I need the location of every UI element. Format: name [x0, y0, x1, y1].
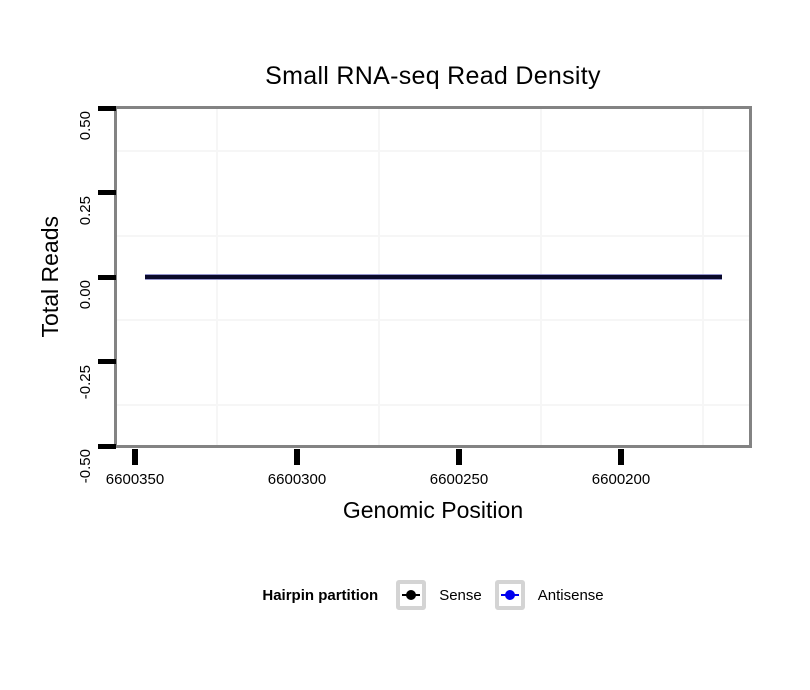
legend-key-dot	[504, 590, 515, 600]
sense-line-point-icon	[396, 580, 427, 610]
antisense-line-point-icon	[494, 580, 525, 610]
y-tick-label: 0.00	[77, 280, 94, 310]
x-tick-mark	[294, 449, 300, 465]
legend-item-sense: Sense	[396, 580, 482, 610]
y-tick-mark	[98, 443, 116, 449]
minor-gridline-horizontal	[117, 150, 749, 152]
y-tick-label: 0.50	[77, 111, 94, 141]
read-density-zero-line	[145, 274, 722, 280]
y-tick-mark	[98, 105, 116, 111]
x-tick-mark	[456, 449, 462, 465]
y-tick-label: -0.25	[77, 364, 94, 399]
legend-item-label: Antisense	[537, 586, 604, 604]
chart-title: Small RNA-seq Read Density	[265, 62, 601, 90]
x-tick-label: 6600300	[267, 471, 327, 488]
legend-key-dot	[406, 590, 417, 600]
x-tick-mark	[618, 449, 624, 465]
y-axis-title-wrap: Total Reads	[36, 108, 64, 446]
minor-gridline-horizontal	[117, 403, 749, 406]
y-tick-label: 0.25	[77, 195, 94, 225]
minor-gridline-horizontal	[117, 319, 749, 321]
legend-title: Hairpin partition	[262, 586, 379, 604]
x-tick-label: 6600250	[429, 471, 489, 488]
x-tick-mark	[132, 449, 138, 465]
legend-item-antisense: Antisense	[494, 580, 604, 610]
x-axis-title: Genomic Position	[342, 497, 524, 523]
y-tick-mark	[98, 359, 116, 364]
x-tick-label: 6600350	[105, 471, 165, 488]
legend-item-label: Sense	[439, 586, 482, 604]
y-tick-mark	[98, 274, 116, 280]
y-axis-title: Total Reads	[36, 216, 63, 338]
legend: Hairpin partition Sense Antisense	[114, 578, 752, 612]
y-tick-mark	[98, 190, 116, 195]
legend-items: Sense Antisense	[396, 580, 604, 610]
x-tick-label: 6600200	[591, 471, 651, 488]
minor-gridline-horizontal	[117, 234, 749, 237]
